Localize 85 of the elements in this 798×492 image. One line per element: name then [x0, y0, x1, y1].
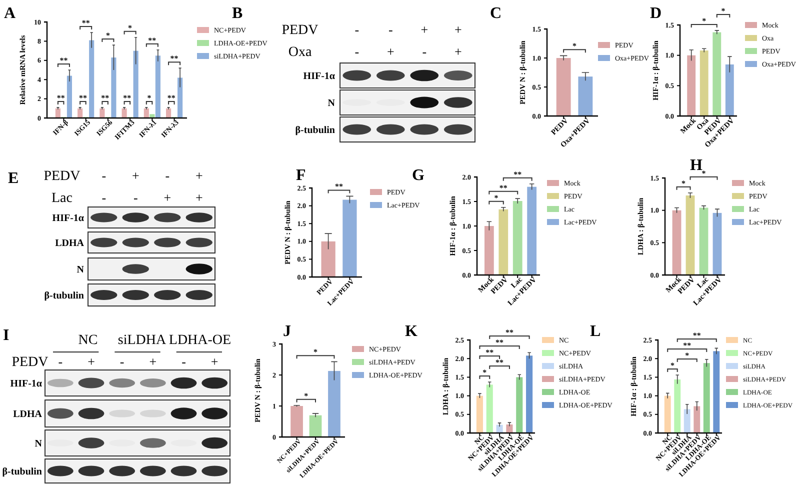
text: +: [210, 354, 218, 369]
text: -: [388, 22, 393, 37]
annotation: *: [304, 391, 308, 400]
text: *: [721, 6, 726, 16]
text: PEDV: [12, 355, 48, 370]
text: N: [76, 264, 85, 276]
text: +: [132, 168, 140, 183]
text: β-tubulin: [44, 290, 84, 302]
text: -: [58, 354, 63, 369]
text: siLDHA: [118, 333, 167, 348]
annotation: **: [167, 93, 176, 102]
text: -: [422, 44, 427, 59]
text: -: [165, 168, 170, 183]
chart-title: F: [296, 167, 306, 184]
annotation: *: [147, 93, 152, 102]
annotation: **: [101, 93, 110, 102]
text: +: [88, 354, 95, 369]
text: β-tubulin: [2, 466, 42, 478]
text: Lac: [52, 191, 72, 206]
text: +: [195, 190, 203, 205]
text: **: [505, 328, 514, 338]
text: +: [164, 190, 172, 205]
text: **: [692, 330, 701, 340]
text: *: [702, 168, 706, 178]
text: N: [34, 438, 43, 450]
annotation: **: [123, 93, 132, 102]
text: -: [354, 22, 360, 37]
text: NC: [78, 333, 98, 348]
text: -: [102, 168, 106, 183]
chart-title: L: [590, 323, 601, 340]
annotation: *: [128, 23, 132, 32]
text: PEDV: [282, 23, 318, 38]
text: +: [386, 44, 394, 59]
annotation: *: [314, 348, 318, 357]
text: +: [195, 168, 203, 183]
chart-title: G: [412, 167, 425, 184]
text: LDHA-OE: [168, 333, 232, 348]
text: β-tubulin: [295, 125, 336, 136]
annotation: *: [670, 360, 674, 370]
chart-title: D: [650, 5, 662, 22]
annotation: **: [496, 358, 504, 368]
text: Oxa: [288, 45, 312, 60]
annotation: **: [148, 36, 156, 45]
text: -: [120, 354, 124, 369]
text: PEDV: [44, 169, 80, 184]
text: N: [328, 98, 336, 109]
text: HIF-1α: [52, 213, 84, 224]
annotation: **: [683, 340, 692, 350]
text: -: [354, 44, 360, 59]
text: B: [232, 5, 243, 22]
chart-title: A: [4, 5, 16, 22]
annotation: **: [486, 348, 494, 358]
annotation: *: [682, 178, 686, 188]
annotation: *: [494, 193, 498, 202]
annotation: *: [685, 350, 690, 360]
text: -: [133, 190, 138, 205]
annotation: *: [482, 368, 487, 378]
annotation: *: [106, 31, 110, 40]
annotation: **: [514, 170, 522, 179]
annotation: **: [78, 93, 87, 102]
text: -: [182, 354, 186, 369]
annotation: **: [56, 93, 65, 102]
annotation: **: [496, 338, 504, 348]
annotation: **: [335, 182, 343, 192]
text: HIF-1α: [10, 378, 42, 390]
annotation: **: [499, 183, 508, 192]
annotation: **: [60, 56, 68, 65]
text: I: [3, 327, 10, 344]
text: +: [149, 354, 157, 369]
chart-title: K: [405, 323, 418, 340]
text: +: [420, 22, 428, 37]
text: -: [102, 190, 106, 205]
text: HIF-1α: [303, 71, 336, 82]
text: +: [454, 22, 462, 37]
chart-title: C: [490, 5, 502, 22]
annotation: **: [82, 18, 90, 28]
annotation: *: [702, 16, 706, 26]
text: LDHA: [55, 238, 85, 249]
text: LDHA: [13, 409, 43, 420]
annotation: *: [572, 42, 576, 51]
text: +: [454, 44, 462, 59]
annotation: **: [170, 54, 178, 64]
text: E: [8, 170, 19, 187]
chart-title: H: [690, 157, 703, 174]
chart-title: J: [283, 323, 291, 340]
